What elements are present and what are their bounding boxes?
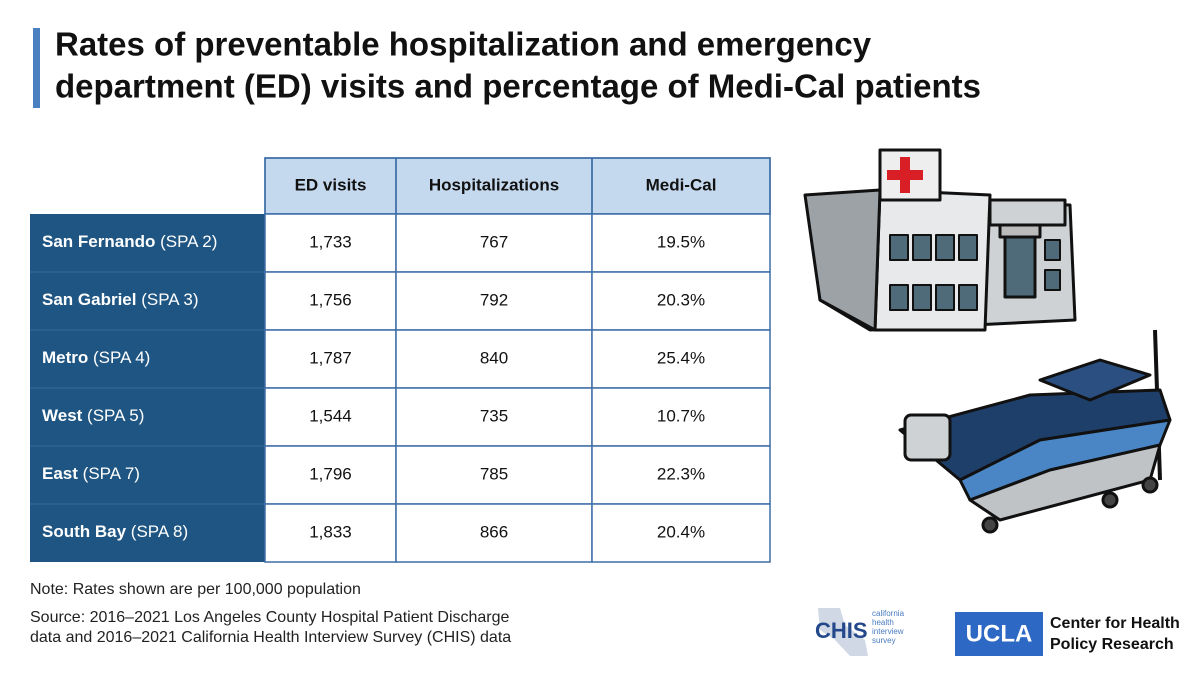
header-text: Medi-Cal bbox=[646, 175, 717, 194]
ucla-center: Center for Health bbox=[1050, 615, 1180, 632]
cell bbox=[264, 503, 397, 563]
cell-text: 19.5% bbox=[657, 232, 705, 251]
cell bbox=[395, 445, 593, 505]
cell-text: 1,787 bbox=[309, 348, 352, 367]
row-label-code: (SPA 7) bbox=[83, 464, 140, 483]
cell bbox=[591, 387, 771, 447]
chis-logo: CHIS california health interview survey bbox=[815, 608, 905, 656]
row-label-code: (SPA 3) bbox=[141, 290, 198, 309]
title-line: Rates of preventable hospitalization and… bbox=[55, 26, 872, 63]
cell bbox=[591, 329, 771, 389]
row-label: South Bay (SPA 8) bbox=[42, 522, 188, 541]
title-accent bbox=[33, 28, 40, 108]
chis-name: CHIS bbox=[815, 618, 868, 643]
ucla-center: Policy Research bbox=[1050, 636, 1174, 653]
row-label-name: South Bay bbox=[42, 522, 127, 541]
cell bbox=[591, 445, 771, 505]
chis-tagline: survey bbox=[872, 636, 896, 645]
row-label: San Gabriel (SPA 3) bbox=[42, 290, 199, 309]
row-label-code: (SPA 2) bbox=[160, 232, 217, 251]
cell bbox=[264, 213, 397, 273]
cell-text: 840 bbox=[480, 348, 508, 367]
row-label-code: (SPA 4) bbox=[93, 348, 150, 367]
row-label-name: Metro bbox=[42, 348, 88, 367]
ucla-box bbox=[955, 612, 1043, 656]
note: Note: Rates shown are per 100,000 popula… bbox=[30, 581, 361, 598]
cell-text: 1,796 bbox=[309, 464, 352, 483]
header-text: Hospitalizations bbox=[429, 175, 559, 194]
row-label-name: San Gabriel bbox=[42, 290, 136, 309]
source-line: data and 2016–2021 California Health Int… bbox=[30, 629, 511, 646]
cell-text: 866 bbox=[480, 522, 508, 541]
cell bbox=[395, 329, 593, 389]
chis-tagline: california bbox=[872, 609, 905, 618]
cell-text: 735 bbox=[480, 406, 508, 425]
chis-tagline: interview bbox=[872, 627, 904, 636]
header-row bbox=[264, 157, 771, 215]
cell bbox=[591, 213, 771, 273]
title-line: department (ED) visits and percentage of… bbox=[55, 68, 981, 105]
cell-text: 785 bbox=[480, 464, 508, 483]
cell-text: 1,733 bbox=[309, 232, 352, 251]
cell bbox=[591, 271, 771, 331]
row-label-name: West bbox=[42, 406, 83, 425]
row-label-name: East bbox=[42, 464, 78, 483]
hospital-illustration bbox=[803, 148, 1077, 332]
bed-illustration bbox=[898, 329, 1172, 534]
cell bbox=[395, 271, 593, 331]
row-label-name: San Fernando bbox=[42, 232, 155, 251]
cell-text: 22.3% bbox=[657, 464, 705, 483]
cell-text: 25.4% bbox=[657, 348, 705, 367]
cell-text: 767 bbox=[480, 232, 508, 251]
ucla-logo: UCLA Center for Health Policy Research bbox=[955, 612, 1180, 656]
cell-text: 20.4% bbox=[657, 522, 705, 541]
row-label: East (SPA 7) bbox=[42, 464, 140, 483]
row-label: West (SPA 5) bbox=[42, 406, 144, 425]
row-label-code: (SPA 5) bbox=[87, 406, 144, 425]
cell bbox=[264, 387, 397, 447]
cell bbox=[395, 503, 593, 563]
ucla-name: UCLA bbox=[966, 620, 1033, 647]
cell-text: 10.7% bbox=[657, 406, 705, 425]
cell-text: 1,544 bbox=[309, 406, 352, 425]
table: ED visits Hospitalizations Medi-Cal San Fer… bbox=[30, 157, 771, 563]
cell-text: 1,756 bbox=[309, 290, 352, 309]
header-text: ED visits bbox=[295, 175, 367, 194]
cell bbox=[591, 503, 771, 563]
cell-text: 20.3% bbox=[657, 290, 705, 309]
source-line: Source: 2016–2021 Los Angeles County Hos… bbox=[30, 609, 510, 626]
row-label: Metro (SPA 4) bbox=[42, 348, 150, 367]
row-label-code: (SPA 8) bbox=[131, 522, 188, 541]
row-label: San Fernando (SPA 2) bbox=[42, 232, 217, 251]
cell-text: 1,833 bbox=[309, 522, 352, 541]
chis-tagline: health bbox=[872, 618, 894, 627]
cell bbox=[264, 271, 397, 331]
cell-text: 792 bbox=[480, 290, 508, 309]
